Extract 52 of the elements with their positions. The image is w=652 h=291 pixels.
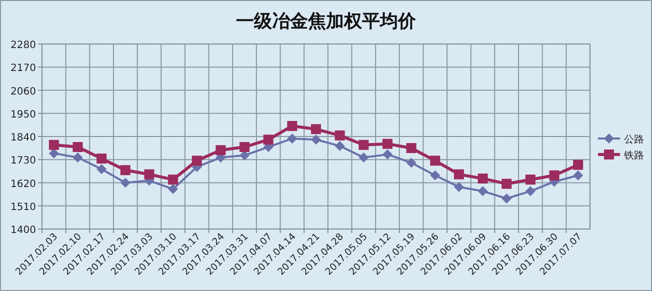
point [168, 184, 178, 194]
point [72, 142, 83, 152]
point [72, 152, 83, 163]
point [382, 138, 392, 149]
legend-label: 公路 [624, 134, 644, 146]
point [478, 174, 488, 184]
point [96, 154, 107, 164]
y-tick-label: 2280 [10, 40, 36, 51]
point [96, 164, 107, 174]
point [454, 182, 464, 192]
point [120, 178, 130, 188]
point [382, 149, 392, 160]
point [334, 140, 345, 151]
point [48, 140, 59, 150]
point [311, 134, 321, 145]
point [192, 156, 202, 166]
y-tick-label: 1840 [10, 132, 36, 144]
point [549, 170, 560, 180]
chart-title: 一级冶金焦加权平均价 [236, 11, 417, 32]
point [525, 186, 536, 196]
y-tick-label: 2060 [10, 86, 36, 98]
point [263, 134, 274, 145]
point [573, 170, 584, 180]
point [334, 130, 345, 140]
point [478, 186, 488, 196]
point [168, 174, 178, 185]
point [240, 142, 250, 152]
point [454, 169, 464, 180]
point [430, 156, 440, 166]
point [287, 134, 298, 144]
point [287, 120, 298, 131]
y-tick-label: 1620 [10, 178, 36, 190]
point [525, 174, 536, 185]
point [48, 148, 59, 158]
point [502, 178, 512, 189]
point [573, 160, 584, 170]
point [311, 124, 321, 134]
point [120, 165, 130, 176]
y-tick-label: 1950 [10, 109, 36, 120]
y-tick-label: 1730 [10, 156, 36, 167]
point [502, 194, 512, 204]
point [216, 145, 226, 156]
point [358, 140, 369, 150]
point [430, 170, 440, 180]
legend-label: 铁路 [623, 150, 644, 162]
y-tick-label: 2170 [10, 63, 36, 74]
point [406, 158, 416, 168]
point [144, 169, 154, 180]
point [406, 143, 416, 154]
y-tick-label: 1400 [10, 225, 36, 236]
y-tick-label: 1510 [10, 202, 36, 213]
point [358, 152, 369, 163]
